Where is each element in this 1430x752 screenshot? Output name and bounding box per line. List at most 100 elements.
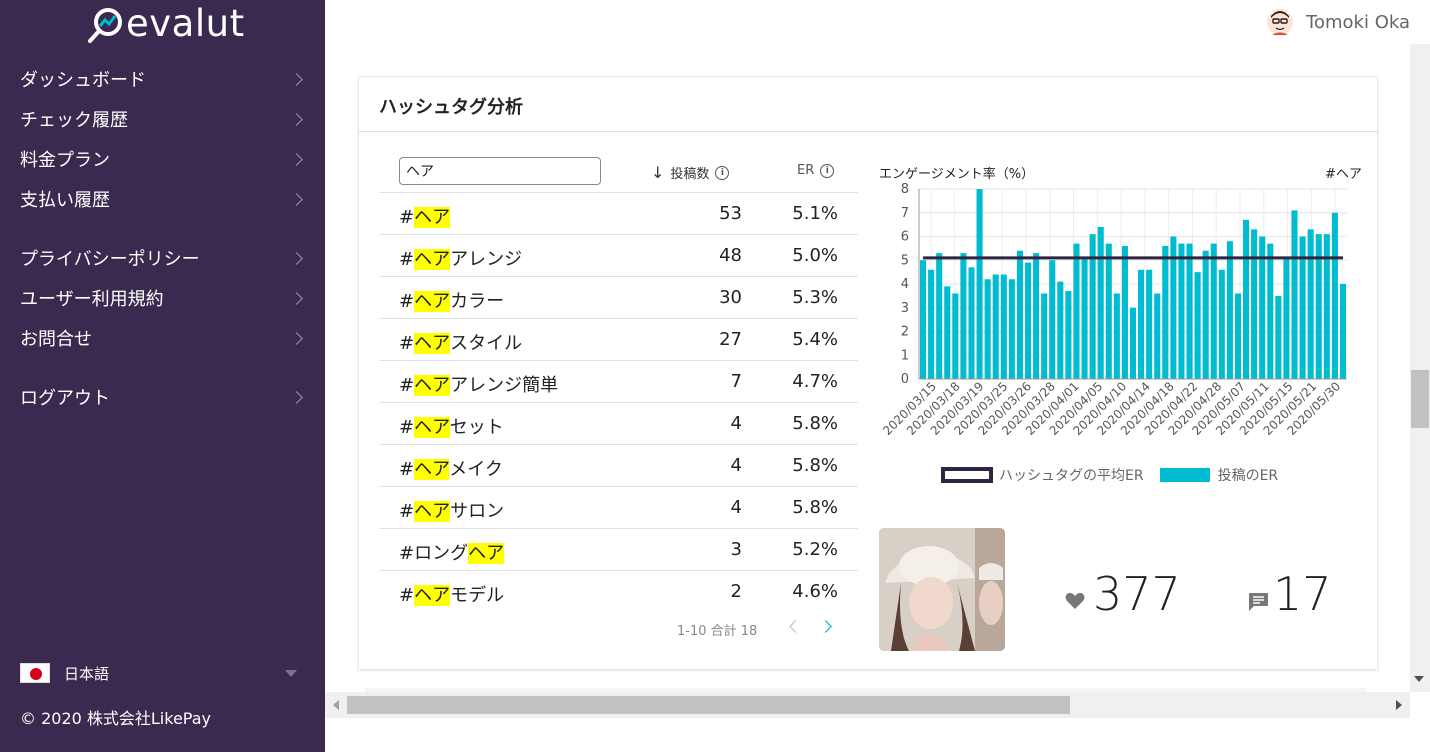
sidebar-item-contact[interactable]: お問合せ <box>0 319 325 357</box>
chart-legend: ハッシュタグの平均ER 投稿のER <box>941 465 1278 485</box>
legend-label-posts: 投稿のER <box>1217 468 1279 484</box>
hashtag-cell: #ヘアモデル <box>399 585 505 606</box>
table-row[interactable]: #ロングヘア 3 5.2% <box>379 528 858 570</box>
bar <box>1081 257 1088 379</box>
table-row[interactable]: #ヘアサロン 4 5.8% <box>379 486 858 528</box>
bar <box>1226 241 1233 379</box>
bar <box>1251 229 1258 379</box>
legend-label-average: ハッシュタグの平均ER <box>999 468 1144 484</box>
table-row[interactable]: #ヘアモデル 2 4.6% <box>379 570 858 612</box>
sidebar-item-label: ユーザー利用規約 <box>20 289 164 310</box>
bar <box>1033 253 1040 379</box>
bar <box>984 279 991 379</box>
sidebar-item-pricing[interactable]: 料金プラン <box>0 140 325 178</box>
bar <box>1186 243 1193 379</box>
hashtag-cell: #ロングヘア <box>399 543 505 564</box>
bar <box>1202 250 1209 379</box>
er-cell: 4.7% <box>792 371 838 392</box>
posts-cell: 4 <box>730 455 742 476</box>
bar <box>1218 269 1225 379</box>
table-row[interactable]: #ヘアアレンジ簡単 7 4.7% <box>379 360 858 402</box>
bar <box>1178 243 1185 379</box>
chevron-right-icon[interactable] <box>819 620 832 633</box>
vertical-scrollbar[interactable] <box>1410 44 1430 692</box>
sidebar-item-label: プライバシーポリシー <box>20 249 200 270</box>
y-tick-label: 7 <box>901 206 909 221</box>
er-cell: 5.8% <box>792 413 838 434</box>
copyright: © 2020 株式会社LikePay <box>20 709 211 728</box>
bar <box>1049 260 1056 379</box>
hashtag-cell: #ヘアカラー <box>399 291 505 312</box>
bar <box>1243 219 1250 379</box>
language-selector[interactable]: 日本語 <box>20 660 305 686</box>
chevron-right-icon <box>290 291 303 305</box>
hashtag-cell: #ヘアサロン <box>399 501 505 522</box>
posts-cell: 53 <box>719 203 742 224</box>
magnifier-chart-icon <box>88 7 122 43</box>
chevron-right-icon <box>290 192 303 206</box>
logo[interactable]: evalut <box>88 2 245 45</box>
hashtag-cell: #ヘアアレンジ簡単 <box>399 375 559 396</box>
scroll-right-arrow-icon[interactable] <box>1396 700 1402 710</box>
horizontal-scroll-thumb[interactable] <box>347 696 1070 714</box>
table-row[interactable]: #ヘアメイク 4 5.8% <box>379 444 858 486</box>
sidebar-item-terms[interactable]: ユーザー利用規約 <box>0 279 325 317</box>
sidebar-item-dashboard[interactable]: ダッシュボード <box>0 60 325 98</box>
sidebar-item-label: お問合せ <box>20 329 92 350</box>
caret-down-icon <box>285 670 297 677</box>
bar <box>1339 284 1346 379</box>
bar <box>1146 269 1153 379</box>
table-row[interactable]: #ヘアセット 4 5.8% <box>379 402 858 444</box>
post-photo <box>879 528 1005 651</box>
hashtag-cell: #ヘアメイク <box>399 459 503 480</box>
table-row[interactable]: #ヘアアレンジ 48 5.0% <box>379 234 858 276</box>
sidebar-item-logout[interactable]: ログアウト <box>0 378 325 416</box>
sidebar-item-check-history[interactable]: チェック履歴 <box>0 100 325 138</box>
er-cell: 5.8% <box>792 455 838 476</box>
japan-flag-icon <box>20 663 50 683</box>
scroll-down-arrow-icon[interactable] <box>1414 676 1424 682</box>
legend-swatch-posts <box>1159 468 1210 482</box>
next-card-edge <box>365 688 1367 692</box>
table-row[interactable]: #ヘアスタイル 27 5.4% <box>379 318 858 360</box>
bar <box>1299 236 1306 379</box>
sidebar-item-payment-history[interactable]: 支払い履歴 <box>0 180 325 218</box>
info-icon[interactable]: i <box>820 163 835 178</box>
posts-cell: 27 <box>719 329 742 350</box>
bar <box>1234 293 1242 379</box>
sidebar-item-label: チェック履歴 <box>20 110 128 131</box>
bar <box>928 269 935 379</box>
column-header-posts[interactable]: ↓ 投稿数 i <box>651 163 730 182</box>
bar <box>1275 295 1282 379</box>
er-cell: 5.0% <box>792 245 838 266</box>
bar <box>1129 307 1137 379</box>
er-cell: 5.2% <box>792 539 838 560</box>
bar <box>1283 257 1290 379</box>
hashtag-search-input[interactable] <box>399 157 601 185</box>
avatar <box>1267 9 1294 35</box>
bar <box>1307 229 1314 379</box>
post-thumbnail[interactable] <box>879 528 1005 651</box>
bar <box>944 286 951 379</box>
chevron-left-icon[interactable] <box>789 620 802 633</box>
user-menu[interactable]: Tomoki Oka <box>1266 8 1410 36</box>
info-icon[interactable]: i <box>715 165 730 180</box>
column-header-er[interactable]: ER i <box>797 163 835 178</box>
y-tick-label: 6 <box>901 230 909 245</box>
bar <box>1097 227 1104 379</box>
vertical-scroll-thumb[interactable] <box>1411 370 1429 428</box>
chevron-right-icon <box>290 251 303 265</box>
sidebar-item-label: ダッシュボード <box>20 70 146 91</box>
y-tick-label: 8 <box>901 182 909 197</box>
sidebar-item-label: ログアウト <box>20 388 110 409</box>
heart-icon <box>1065 592 1085 609</box>
er-cell: 5.4% <box>792 329 838 350</box>
table-row[interactable]: #ヘアカラー 30 5.3% <box>379 276 858 318</box>
sidebar-item-label: 料金プラン <box>20 150 110 171</box>
bar <box>1194 272 1201 379</box>
scroll-left-arrow-icon[interactable] <box>333 700 339 710</box>
table-row[interactable]: #ヘア 53 5.1% <box>379 192 858 234</box>
bar <box>1138 269 1145 379</box>
sidebar-item-privacy-policy[interactable]: プライバシーポリシー <box>0 239 325 277</box>
arrow-down-icon: ↓ <box>651 163 665 182</box>
